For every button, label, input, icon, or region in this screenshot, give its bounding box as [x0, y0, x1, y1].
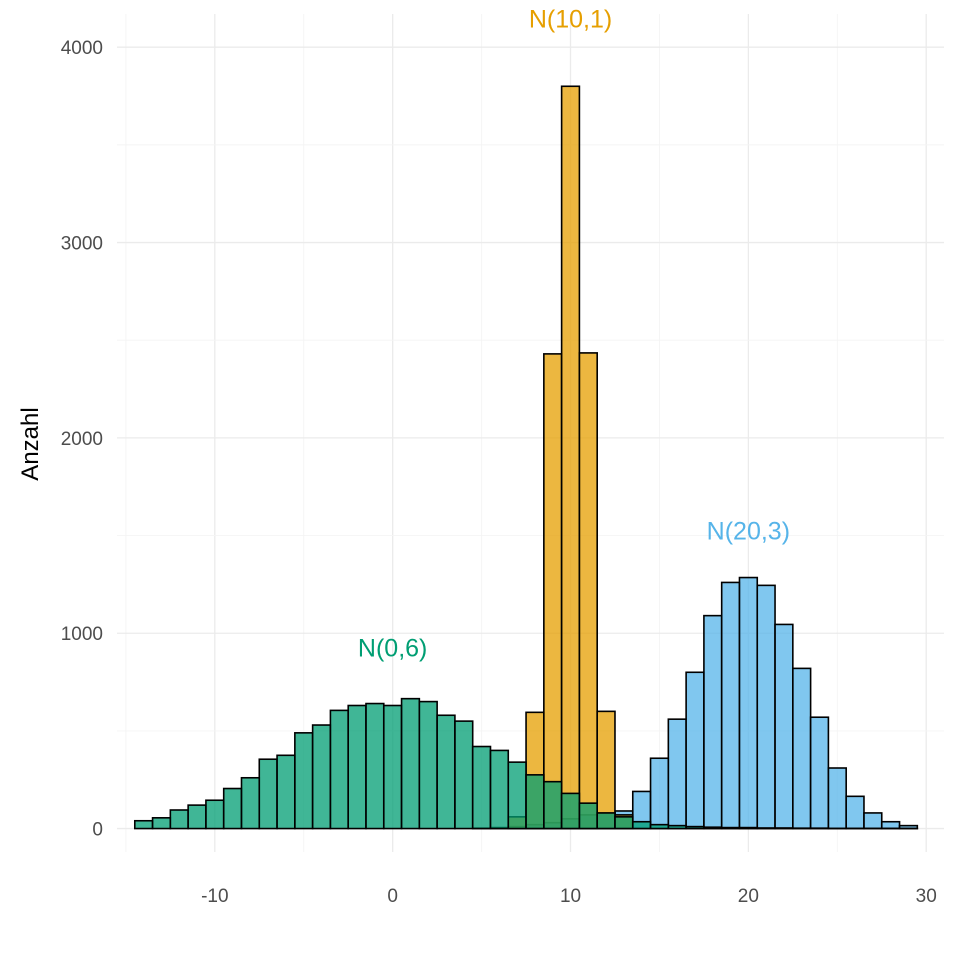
- histogram-bar: [543, 353, 563, 830]
- histogram-bar: [365, 702, 385, 830]
- histogram-bar: [631, 820, 652, 830]
- distribution-label: N(0,6): [358, 635, 427, 663]
- histogram-bar: [738, 576, 759, 830]
- histogram-bar: [863, 812, 883, 830]
- histogram-bar: [276, 754, 296, 830]
- histogram-bar: [792, 667, 812, 830]
- histogram-bar: [703, 826, 723, 830]
- histogram-bar: [240, 776, 261, 830]
- histogram-bar: [294, 732, 314, 830]
- histogram-bar: [222, 787, 243, 830]
- histogram-bar: [560, 792, 581, 830]
- histogram-bar: [880, 820, 901, 830]
- histogram-bar: [685, 825, 705, 830]
- histogram-bar: [311, 724, 332, 830]
- x-tick-label: 20: [738, 886, 759, 907]
- distribution-label: N(10,1): [529, 6, 612, 34]
- histogram-bar: [667, 824, 687, 830]
- histogram-bar: [329, 709, 350, 830]
- histogram-bar: [703, 614, 723, 830]
- y-axis-title: Anzahl: [17, 407, 44, 480]
- histogram-bar: [738, 826, 759, 830]
- histogram-bar: [809, 716, 830, 830]
- histogram-bar: [418, 700, 438, 830]
- histogram-bar: [614, 816, 634, 830]
- series-1: [507, 85, 634, 830]
- histogram-bar: [774, 623, 794, 830]
- histogram-bar: [205, 799, 225, 830]
- histogram-bar: [667, 718, 687, 830]
- histogram-bar: [578, 802, 598, 830]
- histogram-bar: [436, 714, 456, 830]
- histogram-bar: [756, 827, 776, 830]
- histogram-bar: [720, 581, 741, 830]
- x-axis-ticks: -10 0 10 20 30: [201, 886, 937, 907]
- histogram-bar: [507, 761, 527, 830]
- y-tick-label: 0: [92, 820, 103, 841]
- y-tick-label: 4000: [61, 38, 103, 59]
- x-tick-label: 10: [560, 886, 581, 907]
- histogram-bar: [649, 757, 670, 830]
- series-0: [471, 576, 919, 830]
- histogram-bar: [454, 720, 474, 830]
- histogram-bar: [471, 745, 492, 830]
- histogram-bar: [596, 812, 616, 830]
- histogram-bar: [756, 584, 776, 830]
- series-2: [133, 697, 919, 830]
- histogram-bar: [151, 817, 172, 830]
- histogram-bar: [578, 352, 598, 830]
- histogram-bar: [720, 826, 741, 830]
- histogram-bar: [543, 780, 563, 830]
- histogram-bar: [258, 758, 278, 830]
- histogram-bar: [774, 827, 794, 830]
- distribution-labels: N(0,6) N(10,1) N(20,3): [358, 6, 790, 663]
- histogram-bar: [133, 819, 154, 830]
- histogram-bar: [400, 697, 421, 830]
- y-tick-label: 3000: [61, 234, 103, 255]
- distribution-label: N(20,3): [707, 517, 790, 545]
- histogram-bar: [649, 823, 670, 830]
- y-tick-label: 2000: [61, 429, 103, 450]
- histogram-bar: [382, 704, 403, 830]
- x-tick-label: -10: [201, 886, 228, 907]
- histogram-bar: [845, 795, 865, 830]
- histogram-bar: [489, 749, 510, 830]
- histogram-bars: [133, 85, 919, 830]
- x-tick-label: 30: [916, 886, 937, 907]
- histogram-bar: [685, 671, 705, 830]
- histogram-bar: [596, 710, 616, 830]
- y-axis-ticks: 0 1000 2000 3000 4000: [61, 38, 103, 840]
- histogram-bar: [187, 804, 207, 830]
- y-tick-label: 1000: [61, 624, 103, 645]
- histogram-bar: [560, 85, 581, 830]
- histogram-bar: [525, 774, 545, 830]
- histogram-bar: [827, 767, 847, 830]
- histogram-bar: [169, 809, 189, 830]
- histogram-bar: [347, 704, 367, 830]
- x-tick-label: 0: [387, 886, 398, 907]
